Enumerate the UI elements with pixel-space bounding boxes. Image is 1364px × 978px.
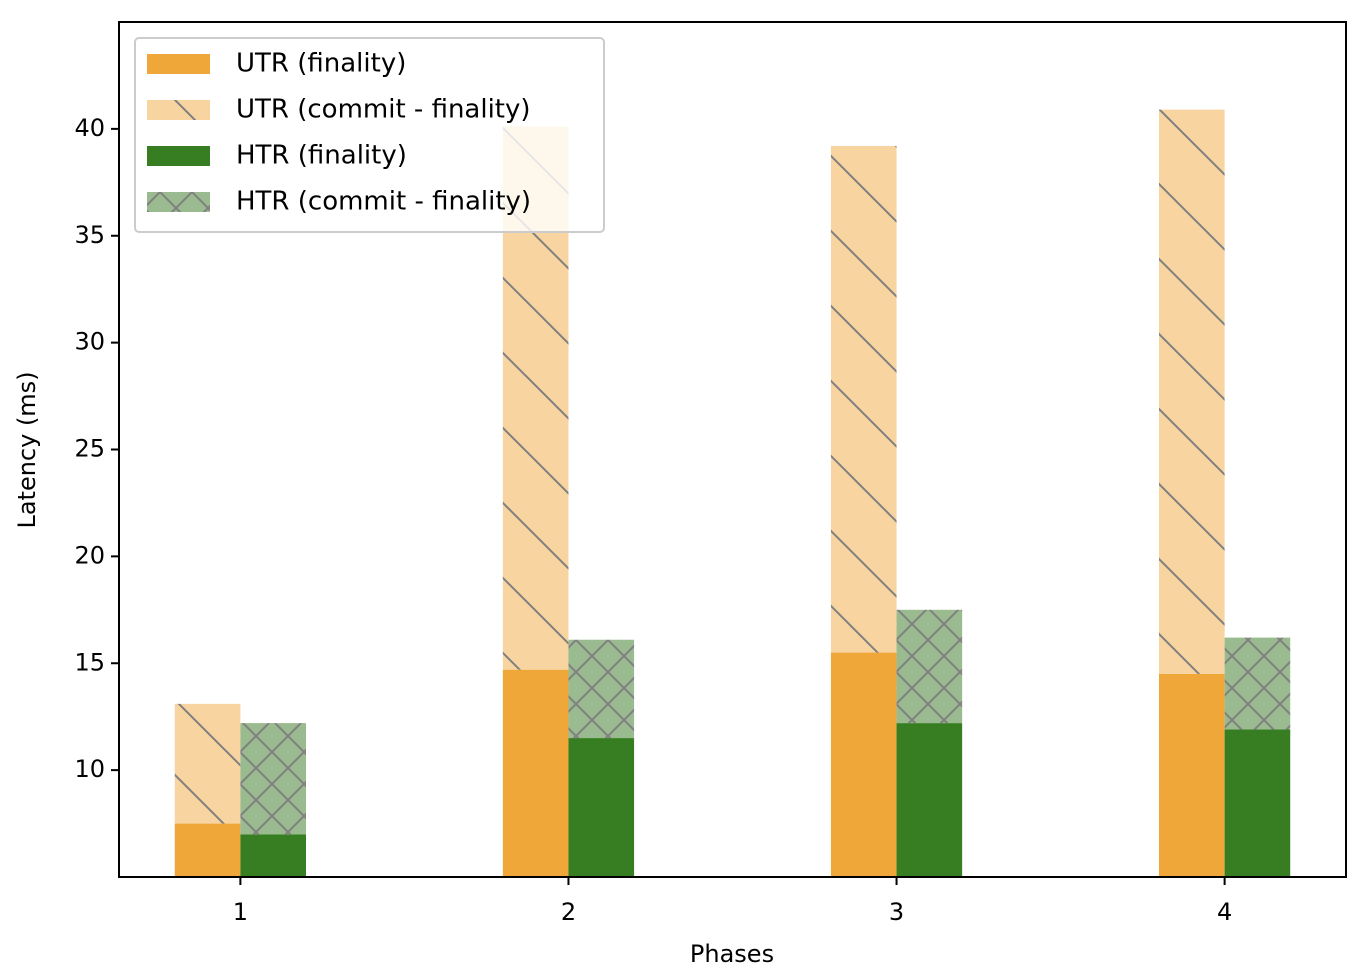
y-tick-label: 35 [74, 221, 105, 249]
y-tick-label: 25 [74, 435, 105, 463]
bar-segment [1224, 729, 1291, 877]
bar-segment [830, 652, 897, 877]
legend: UTR (finality) UTR (commit - finality) HTR… [134, 37, 605, 233]
bar-segment [896, 609, 963, 724]
legend-swatch [147, 146, 210, 166]
bar-segment [174, 703, 241, 824]
x-tick-label: 3 [889, 898, 904, 926]
y-tick-label: 40 [74, 114, 105, 142]
x-axis-label: Phases [690, 940, 774, 968]
legend-swatch [147, 192, 210, 212]
y-tick-label: 20 [74, 541, 105, 569]
legend-label: UTR (commit - finality) [236, 95, 531, 125]
y-axis-label: Latency (ms) [13, 371, 41, 528]
bar-segment [568, 738, 635, 877]
legend-label: UTR (finality) [236, 49, 406, 79]
bar-segment [896, 723, 963, 877]
y-tick-label: 30 [74, 328, 105, 356]
y-tick-label: 15 [74, 648, 105, 676]
bar-segment [830, 145, 897, 653]
y-tick-label: 10 [74, 755, 105, 783]
bar-segment [568, 639, 635, 739]
bar-segment [174, 823, 241, 877]
bar-segment [1224, 637, 1291, 730]
bar-segment [1158, 109, 1225, 674]
legend-label: HTR (finality) [236, 141, 407, 171]
bar-segment [240, 834, 307, 877]
legend-label: HTR (commit - finality) [236, 187, 531, 217]
x-tick-label: 4 [1217, 898, 1232, 926]
legend-swatch [147, 100, 210, 120]
bar-segment [240, 723, 307, 835]
legend-box [134, 37, 605, 233]
bar-segment [1158, 673, 1225, 877]
bar-segment [502, 669, 569, 877]
legend-swatch [147, 54, 210, 74]
x-tick-label: 2 [561, 898, 576, 926]
x-tick-label: 1 [233, 898, 248, 926]
plot-area [174, 109, 1291, 877]
